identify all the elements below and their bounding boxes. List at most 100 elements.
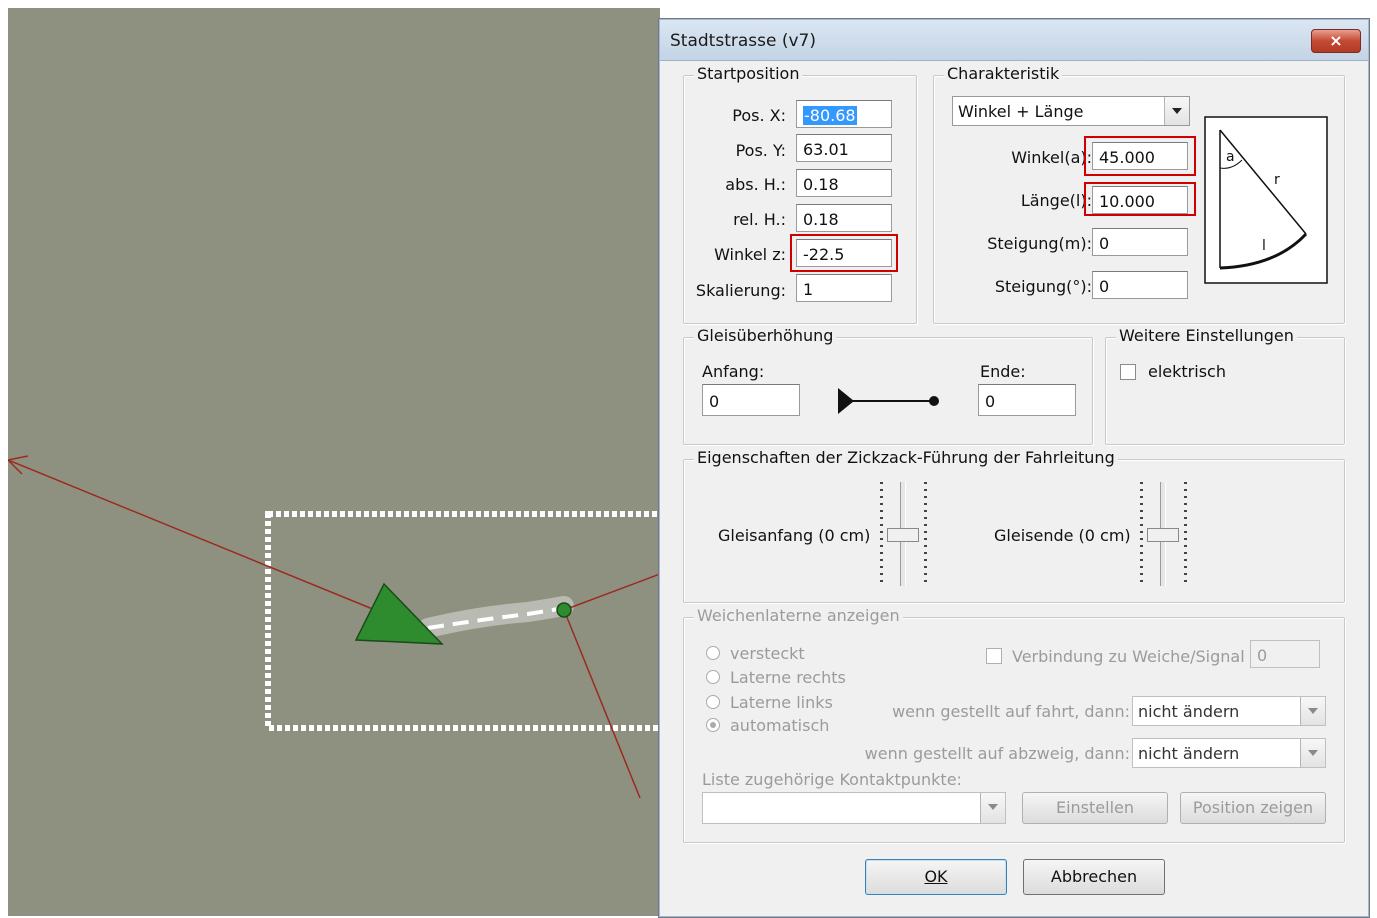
verbindung-label: Verbindung zu Weiche/Signal [1012, 647, 1245, 666]
weitere-einstellungen-group: Weitere Einstellungen elektrisch [1105, 326, 1345, 445]
chevron-down-icon [1308, 750, 1318, 756]
winkel-a-input[interactable]: 45.000 [1092, 142, 1188, 170]
radio-laterne-links[interactable] [706, 695, 720, 709]
position-zeigen-button[interactable]: Position zeigen [1180, 792, 1326, 824]
fahrt-label: wenn gestellt auf fahrt, dann: [892, 702, 1130, 721]
fahrt-select[interactable]: nicht ändern [1132, 696, 1326, 726]
weitere-einstellungen-legend: Weitere Einstellungen [1116, 326, 1297, 345]
kontaktpunkte-select[interactable] [702, 792, 1006, 824]
abs-h-input[interactable]: 0.18 [796, 169, 892, 197]
abzweig-select[interactable]: nicht ändern [1132, 738, 1326, 768]
abzweig-label: wenn gestellt auf abzweig, dann: [864, 744, 1130, 763]
anfang-input[interactable]: 0 [702, 384, 800, 416]
steigung-m-label: Steigung(m): [987, 234, 1092, 253]
scene-viewport[interactable] [8, 8, 660, 916]
pos-x-input[interactable]: -80.68 [796, 100, 892, 128]
startposition-legend: Startposition [694, 64, 803, 83]
elektrisch-label: elektrisch [1148, 362, 1226, 381]
gleisueberhoehung-legend: Gleisüberhöhung [694, 326, 837, 345]
startposition-group: Startposition Pos. X: -80.68 Pos. Y: 63.… [683, 64, 917, 324]
skalierung-label: Skalierung: [695, 281, 786, 300]
radio-laterne-links-label: Laterne links [730, 693, 833, 712]
rel-h-input[interactable]: 0.18 [796, 204, 892, 232]
charakteristik-legend: Charakteristik [944, 64, 1063, 83]
rel-h-label: rel. H.: [733, 210, 786, 229]
zickzack-group: Eigenschaften der Zickzack-Führung der F… [683, 448, 1345, 603]
radio-laterne-rechts[interactable] [706, 670, 720, 684]
pos-x-value: -80.68 [803, 106, 857, 125]
fahrt-select-value: nicht ändern [1138, 702, 1240, 721]
end-marker-dot[interactable] [556, 602, 572, 618]
weichenlaterne-group: Weichenlaterne anzeigen versteckt Latern… [683, 606, 1345, 843]
winkel-a-highlight [1084, 136, 1196, 176]
direction-line-left [8, 459, 381, 613]
weichenlaterne-legend: Weichenlaterne anzeigen [694, 606, 903, 625]
einstellen-button[interactable]: Einstellen [1022, 792, 1168, 824]
track-centerline [427, 606, 565, 630]
abzweig-dropdown-button[interactable] [1300, 739, 1325, 767]
anfang-label: Anfang: [702, 362, 765, 381]
chevron-down-icon [1172, 108, 1182, 114]
title-bar[interactable]: Stadtstrasse (v7) × [660, 20, 1368, 61]
abbrechen-button[interactable]: Abbrechen [1023, 859, 1165, 895]
laenge-label: Länge(l): [1020, 191, 1092, 210]
characteristic-mode-select[interactable]: Winkel + Länge [952, 96, 1190, 126]
characteristic-mode-value: Winkel + Länge [958, 102, 1084, 121]
gleisende-slider-thumb[interactable] [1147, 528, 1179, 542]
winkel-a-label: Winkel(a): [1011, 148, 1092, 167]
radius-r-label: r [1274, 172, 1280, 188]
ende-label: Ende: [980, 362, 1026, 381]
zickzack-legend: Eigenschaften der Zickzack-Führung der F… [694, 448, 1118, 467]
direction-line-right [563, 573, 660, 611]
kontaktpunkte-dropdown-button[interactable] [980, 793, 1005, 823]
track-properties-dialog: Stadtstrasse (v7) × Startposition Pos. X… [658, 18, 1370, 918]
abs-h-label: abs. H.: [725, 175, 786, 194]
radio-automatisch-label: automatisch [730, 716, 830, 735]
charakteristik-group: Charakteristik Winkel + Länge Winkel(a):… [933, 64, 1345, 324]
start-marker-triangle[interactable] [354, 582, 444, 645]
radio-versteckt[interactable] [706, 646, 720, 660]
steigung-m-input[interactable]: 0 [1092, 228, 1188, 256]
ok-button[interactable]: OK [865, 859, 1007, 895]
curve-diagram: a r l [1204, 116, 1328, 284]
pos-y-input[interactable]: 63.01 [796, 134, 892, 162]
steigung-deg-input[interactable]: 0 [1092, 271, 1188, 299]
pos-x-label: Pos. X: [732, 106, 786, 125]
laenge-input[interactable]: 10.000 [1092, 186, 1188, 214]
winkel-z-highlight [790, 234, 898, 272]
skalierung-input[interactable]: 1 [796, 274, 892, 302]
gleisende-slider[interactable] [1136, 482, 1192, 586]
direction-arrow-head [8, 455, 29, 475]
fahrt-dropdown-button[interactable] [1300, 697, 1325, 725]
gleisanfang-label: Gleisanfang (0 cm) [718, 526, 871, 545]
elektrisch-checkbox[interactable] [1120, 364, 1136, 380]
dialog-title: Stadtstrasse (v7) [670, 31, 816, 51]
direction-line-down [563, 609, 641, 799]
radio-automatisch[interactable] [706, 718, 720, 732]
kontaktpunkte-label: Liste zugehörige Kontaktpunkte: [702, 770, 962, 789]
track-ballast [418, 596, 574, 638]
gleisueberhoehung-group: Gleisüberhöhung Anfang: 0 Ende: 0 [683, 326, 1093, 445]
winkel-z-input[interactable]: -22.5 [796, 239, 892, 267]
verbindung-checkbox[interactable] [986, 648, 1002, 664]
close-button[interactable]: × [1311, 29, 1361, 53]
gleisanfang-slider-thumb[interactable] [887, 528, 919, 542]
laenge-highlight [1084, 182, 1196, 216]
radio-laterne-rechts-label: Laterne rechts [730, 668, 846, 687]
superelevation-icon [838, 388, 939, 414]
ende-input[interactable]: 0 [978, 384, 1076, 416]
winkel-z-label: Winkel z: [714, 245, 786, 264]
selection-box [265, 511, 660, 731]
pos-y-label: Pos. Y: [735, 141, 786, 160]
chevron-down-icon [1308, 708, 1318, 714]
radio-versteckt-label: versteckt [730, 644, 805, 663]
characteristic-mode-dropdown-button[interactable] [1164, 97, 1189, 125]
gleisanfang-slider[interactable] [876, 482, 932, 586]
abzweig-select-value: nicht ändern [1138, 744, 1240, 763]
angle-a-label: a [1226, 149, 1235, 165]
length-l-label: l [1262, 238, 1266, 254]
verbindung-input[interactable]: 0 [1250, 640, 1320, 668]
chevron-down-icon [988, 804, 998, 810]
steigung-deg-label: Steigung(°): [994, 277, 1092, 296]
gleisende-label: Gleisende (0 cm) [994, 526, 1131, 545]
